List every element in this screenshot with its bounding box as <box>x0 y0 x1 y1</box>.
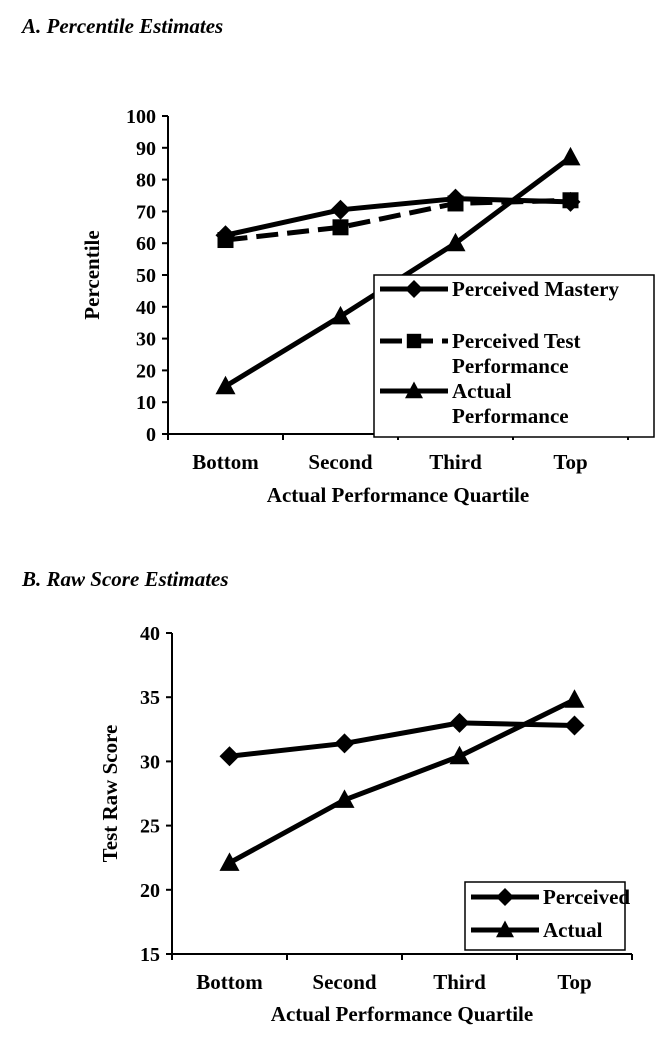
b-data-point <box>334 733 355 754</box>
b-data-point <box>564 689 585 708</box>
b-x-tick-label: Bottom <box>196 970 263 994</box>
a-y-tick-label: 20 <box>136 360 156 382</box>
a-y-tick-label: 90 <box>136 138 156 160</box>
b-x-tick-label: Top <box>557 970 591 994</box>
a-legend-marker <box>405 280 423 298</box>
a-y-tick-label: 70 <box>136 201 156 223</box>
b-data-point <box>219 746 240 767</box>
a-data-point <box>330 305 351 325</box>
a-legend-label: Perceived Test Performance <box>452 329 581 378</box>
b-data-point <box>219 852 240 871</box>
b-legend-box <box>464 881 626 951</box>
a-y-tick-label: 0 <box>146 424 156 446</box>
a-data-point <box>332 219 349 236</box>
a-legend: Perceived Mastery Perceived Test Performan… <box>373 274 655 438</box>
a-data-point <box>330 199 351 220</box>
a-legend-marker <box>405 381 423 399</box>
a-legend-marker <box>406 333 422 349</box>
a-y-tick-label: 30 <box>136 329 156 351</box>
a-legend-label: Perceived Mastery <box>452 277 619 301</box>
b-data-point <box>564 715 585 736</box>
b-data-point <box>334 789 355 808</box>
a-legend-label: Actual Performance <box>452 379 569 428</box>
b-y-axis-title: Test Raw Score <box>98 725 122 863</box>
a-y-tick-label: 10 <box>136 392 156 414</box>
a-y-tick-label: 40 <box>136 297 156 319</box>
a-data-point <box>447 195 464 212</box>
a-x-tick-label: Bottom <box>192 450 259 474</box>
raw-score-estimates-chart: 15 20 25 30 35 40 Bottom Second Third Top Actual P… <box>98 623 633 1026</box>
b-data-point <box>449 712 470 733</box>
b-x-tick-label: Second <box>312 970 377 994</box>
b-legend-label: Perceived <box>543 885 630 909</box>
b-y-tick-label: 25 <box>140 816 160 838</box>
a-x-tick-label: Third <box>429 450 482 474</box>
a-x-tick-label: Top <box>553 450 587 474</box>
b-y-tick-label: 30 <box>140 751 160 773</box>
a-data-point <box>560 146 581 166</box>
panel-b-title: B. Raw Score Estimates <box>22 567 229 591</box>
a-y-tick-label: 60 <box>136 233 156 255</box>
a-data-point <box>445 232 466 252</box>
a-x-axis-title: Actual Performance Quartile <box>267 483 529 507</box>
a-x-tick-label: Second <box>308 450 373 474</box>
a-y-axis-title: Percentile <box>80 230 104 319</box>
a-data-point <box>215 375 236 395</box>
panel-a-title: A. Percentile Estimates <box>22 14 224 38</box>
b-legend-marker <box>496 920 514 938</box>
b-data-point <box>449 745 470 765</box>
a-y-tick-label: 50 <box>136 265 156 287</box>
b-legend-marker <box>496 888 514 906</box>
b-series-actual <box>219 689 585 871</box>
a-data-point <box>217 232 234 249</box>
b-legend: Perceived Actual <box>464 881 630 951</box>
percentile-estimates-chart: 0 10 20 30 40 50 60 70 80 90 100 Bottom Second Third T… <box>80 106 655 507</box>
b-y-tick-label: 20 <box>140 880 160 902</box>
b-legend-label: Actual <box>543 918 603 942</box>
b-x-tick-label: Third <box>433 970 486 994</box>
b-y-tick-label: 15 <box>140 944 160 966</box>
a-data-point <box>562 192 579 209</box>
b-y-tick-label: 40 <box>140 623 160 645</box>
b-y-tick-label: 35 <box>140 687 160 709</box>
b-series-line <box>229 720 575 759</box>
a-y-tick-label: 80 <box>136 170 156 192</box>
b-series-perceived <box>219 712 585 767</box>
a-y-tick-label: 100 <box>126 106 156 128</box>
b-series-line <box>228 697 576 866</box>
a-legend-box <box>373 274 655 438</box>
b-x-axis-title: Actual Performance Quartile <box>271 1002 533 1026</box>
